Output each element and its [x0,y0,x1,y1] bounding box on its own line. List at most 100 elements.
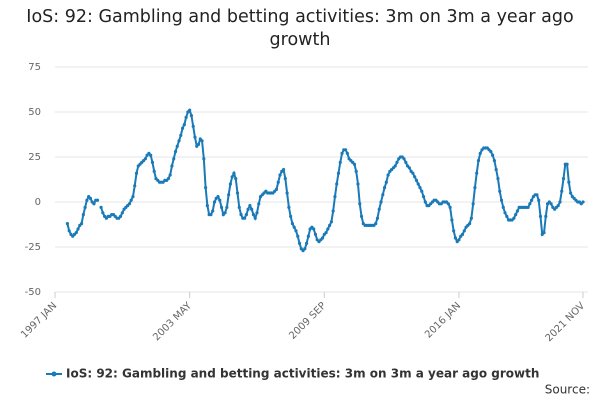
data-point [281,168,286,172]
data-point [149,153,153,157]
data-point [196,142,201,146]
data-point [67,229,71,233]
data-point [294,229,298,233]
data-point [255,211,259,215]
data-point [356,182,360,186]
data-point [416,182,420,186]
data-point [79,222,84,226]
data-point [528,202,532,206]
data-point [320,236,325,240]
data-point [499,198,504,202]
data-point [450,218,454,222]
data-point [237,205,241,209]
data-point [542,231,546,235]
data-point [223,211,227,215]
data-point [246,207,250,211]
data-point [530,198,534,202]
data-point [560,189,564,193]
data-point [473,186,477,190]
data-point [514,213,518,217]
data-point [375,216,380,220]
y-tick-label: -50 [25,287,41,298]
data-point [303,247,307,251]
x-tick-label: 2016 JAN [423,300,463,340]
data-point [239,213,243,217]
data-point [143,157,147,161]
x-tick-label: 2009 SEP [287,300,328,341]
data-point [421,195,426,199]
data-point [189,114,194,118]
data-point [544,214,548,218]
data-point [512,216,516,220]
data-point [460,232,465,236]
data-point [287,205,291,209]
data-point [290,222,295,226]
data-point [274,187,279,191]
data-point [526,205,530,209]
data-point [289,214,293,218]
data-point [285,191,289,195]
data-point [170,164,174,168]
y-tick-label: 50 [28,107,41,118]
data-point [296,234,300,238]
data-point [382,186,387,190]
data-point [324,231,328,235]
data-point [168,173,172,177]
data-point [535,193,539,197]
data-point [453,236,458,240]
data-point [468,222,472,226]
data-point [537,198,541,202]
data-point [234,177,238,181]
y-tick-label: 75 [28,62,41,73]
chart-title: IoS: 92: Gambling and betting activities… [26,7,574,50]
data-point [276,180,280,184]
data-point [492,159,497,163]
data-point [413,175,417,179]
data-point [250,207,254,211]
data-point [283,177,287,181]
data-point [420,189,424,193]
data-point [568,191,573,195]
data-point [581,200,585,204]
data-point [476,159,481,163]
data-point [358,202,362,206]
source-label: Source: [545,383,590,397]
data-point [496,177,500,181]
data-point [65,222,70,226]
data-point [354,169,358,173]
data-point [561,177,566,181]
data-point [200,139,204,143]
data-point [352,162,357,166]
data-point [340,151,344,155]
data-point [402,157,406,161]
data-point [379,200,383,204]
data-point [333,195,337,199]
data-point [336,171,341,175]
data-point [134,171,139,175]
data-point [343,148,348,152]
data-point [404,160,408,164]
data-point [218,198,222,202]
data-point [99,205,103,209]
data-point [469,216,473,220]
y-tick-label: 25 [28,152,41,163]
data-point [118,214,123,218]
data-point [179,133,183,137]
data-point [172,157,176,161]
data-point [129,198,133,202]
data-point [331,209,335,213]
data-point [538,214,543,218]
data-point [567,180,571,184]
data-point [411,171,415,175]
data-point [501,205,505,209]
data-point [292,225,296,229]
data-point [211,209,215,213]
data-point [407,166,411,170]
data-point [85,198,89,202]
data-point [88,196,93,200]
data-point [359,214,364,218]
data-point [193,135,197,139]
data-point [175,144,179,148]
data-point [244,213,248,217]
